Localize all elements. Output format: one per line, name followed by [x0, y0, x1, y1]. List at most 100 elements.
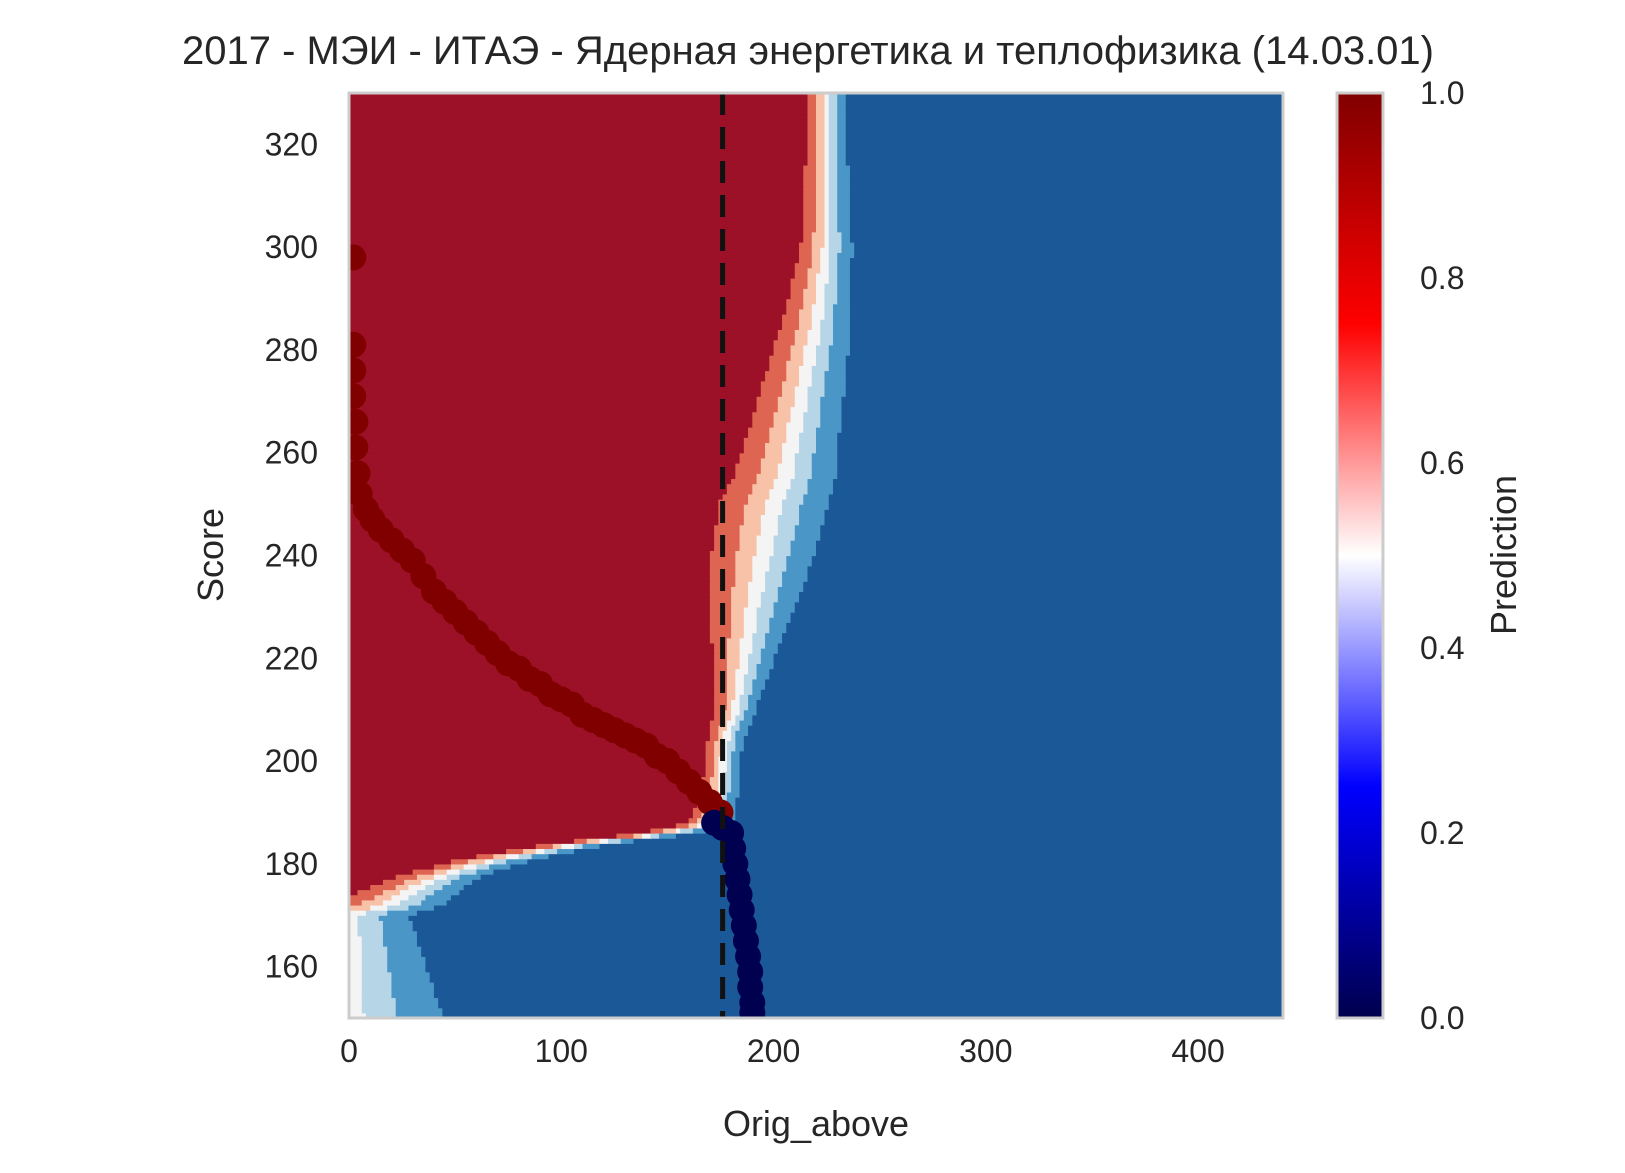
- contour-cell: [349, 185, 804, 192]
- contour-cell: [599, 838, 609, 844]
- contour-cell: [790, 406, 809, 413]
- contour-cell: [816, 278, 830, 284]
- contour-cell: [799, 380, 813, 387]
- contour-cell: [739, 663, 749, 670]
- contour-cell: [709, 719, 724, 726]
- contour-cell: [803, 221, 817, 228]
- contour-cell: [709, 622, 732, 629]
- contour-cell: [828, 211, 838, 217]
- contour-cell: [837, 200, 851, 207]
- contour-cell: [433, 982, 1283, 988]
- contour-cell: [726, 755, 732, 762]
- contour-cell: [421, 899, 448, 906]
- contour-cell: [803, 303, 813, 310]
- contour-cell: [349, 406, 758, 413]
- x-tick-label: 100: [535, 1033, 588, 1069]
- y-axis-label: Score: [190, 508, 231, 602]
- contour-cell: [357, 930, 384, 937]
- contour-cell: [731, 714, 736, 721]
- contour-cell: [849, 329, 1283, 336]
- contour-cell: [845, 391, 1283, 397]
- contour-cell: [811, 319, 821, 325]
- contour-cell: [769, 627, 787, 634]
- contour-cell: [675, 822, 690, 829]
- contour-cell: [349, 1012, 367, 1018]
- contour-cell: [820, 529, 1283, 536]
- contour-cell: [349, 576, 711, 582]
- contour-cell: [773, 612, 792, 618]
- contour-cell: [349, 586, 711, 593]
- contour-cell: [709, 725, 719, 731]
- contour-cell: [837, 283, 851, 289]
- contour-cell: [731, 606, 745, 613]
- contour-cell: [433, 904, 1283, 911]
- contour-cell: [463, 884, 1283, 891]
- contour-cell: [794, 267, 809, 274]
- contour-cell: [820, 534, 1283, 541]
- contour-cell: [349, 653, 715, 659]
- contour-cell: [845, 370, 1283, 377]
- contour-cell: [433, 863, 452, 870]
- contour-cell: [739, 755, 1283, 762]
- contour-cell: [824, 185, 830, 192]
- contour-cell: [748, 581, 766, 587]
- contour-cell: [349, 982, 363, 988]
- contour-cell: [765, 498, 783, 505]
- contour-cell: [349, 725, 711, 731]
- contour-cell: [726, 766, 732, 772]
- contour-cell: [807, 278, 817, 284]
- contour-cell: [349, 817, 690, 824]
- contour-cell: [760, 519, 779, 526]
- contour-cell: [349, 874, 397, 880]
- contour-cell: [837, 278, 851, 284]
- data-point: [349, 408, 369, 435]
- contour-cell: [391, 976, 431, 983]
- contour-cell: [803, 416, 821, 423]
- y-tick-label: 180: [265, 846, 318, 882]
- contour-cell: [748, 586, 766, 593]
- contour-cell: [739, 699, 749, 706]
- contour-cell: [811, 252, 821, 259]
- contour-cell: [743, 442, 766, 449]
- contour-cell: [349, 868, 414, 875]
- contour-cell: [349, 313, 783, 320]
- contour-cell: [824, 195, 830, 202]
- contour-cell: [467, 858, 486, 865]
- contour-cell: [349, 370, 766, 377]
- contour-cell: [816, 93, 826, 99]
- contour-cell: [735, 740, 745, 747]
- contour-cell: [743, 632, 753, 639]
- contour-cell: [718, 735, 724, 742]
- contour-cell: [849, 267, 1283, 274]
- contour-cell: [816, 283, 826, 289]
- contour-cell: [790, 612, 1283, 618]
- contour-cell: [735, 560, 753, 567]
- contour-cell: [718, 761, 728, 767]
- contour-cell: [731, 591, 749, 598]
- contour-cell: [714, 745, 724, 752]
- contour-cell: [811, 365, 830, 372]
- contour-cell: [446, 868, 460, 875]
- contour-cell: [832, 303, 851, 310]
- contour-cell: [382, 899, 401, 906]
- contour-cell: [803, 581, 1283, 587]
- contour-cell: [387, 946, 422, 952]
- contour-cell: [658, 833, 677, 839]
- contour-cell: [349, 771, 707, 778]
- contour-cell: [675, 833, 1283, 839]
- contour-cell: [782, 442, 800, 449]
- contour-cell: [837, 206, 851, 212]
- contour-cell: [731, 586, 749, 593]
- contour-cell: [735, 565, 753, 572]
- contour-cell: [837, 149, 847, 156]
- contour-cell: [777, 334, 796, 341]
- contour-cell: [849, 175, 1283, 181]
- contour-cell: [803, 498, 830, 505]
- contour-cell: [714, 766, 719, 772]
- contour-cell: [399, 899, 422, 906]
- contour-cell: [769, 565, 787, 572]
- contour-cell: [828, 108, 838, 115]
- contour-cell: [828, 278, 838, 284]
- x-tick-label: 300: [959, 1033, 1012, 1069]
- contour-cell: [349, 288, 792, 295]
